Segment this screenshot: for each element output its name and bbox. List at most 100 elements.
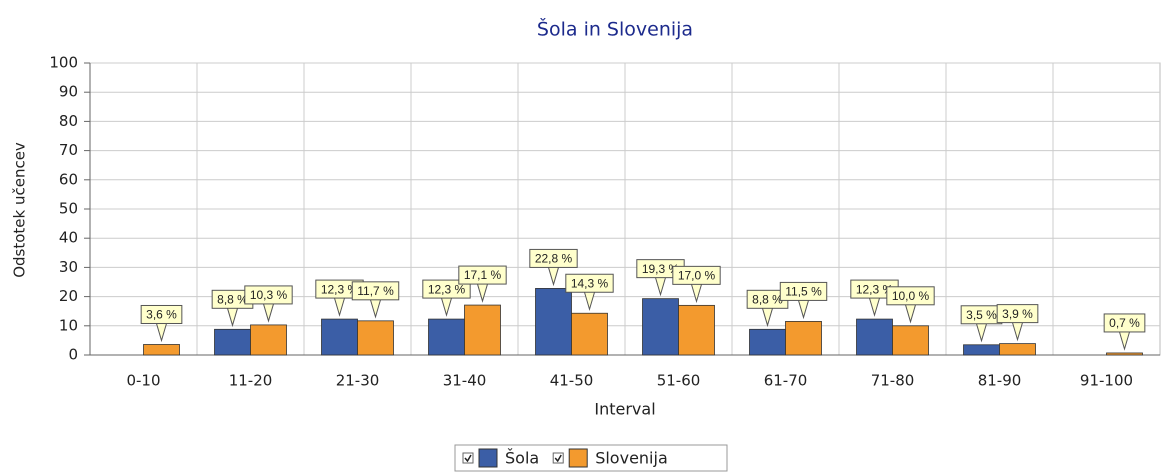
legend-label: Slovenija	[595, 449, 668, 468]
value-label: 22,8 %	[529, 248, 578, 287]
y-tick-label: 50	[59, 200, 78, 218]
label-text: 0,7 %	[1109, 316, 1140, 330]
label-pointer	[477, 283, 488, 303]
legend-swatch	[478, 448, 498, 468]
label-text: 3,5 %	[966, 308, 997, 322]
y-tick-label: 20	[59, 287, 78, 305]
label-pointer	[263, 303, 274, 323]
legend-check	[554, 454, 562, 463]
label-pointer	[1012, 322, 1023, 342]
y-tick-label: 40	[59, 229, 78, 247]
bar	[214, 328, 251, 356]
y-tick-label: 70	[59, 141, 78, 159]
bar	[963, 344, 1000, 356]
value-label: 10,3 %	[244, 285, 293, 323]
bar	[143, 344, 180, 356]
label-text: 14,3 %	[571, 276, 609, 290]
label-pointer	[334, 297, 345, 317]
label-box	[996, 304, 1039, 324]
bar	[749, 328, 786, 356]
bar	[785, 321, 822, 356]
bar	[571, 312, 608, 356]
label-text: 12,3 %	[856, 282, 894, 296]
label-text: 19,3 %	[642, 262, 680, 276]
y-axis-label: Odstotek učencev	[11, 142, 29, 278]
value-label: 11,5 %	[779, 281, 828, 320]
x-tick-label: 61-70	[764, 372, 808, 390]
x-tick-label: 91-100	[1080, 372, 1133, 390]
bar	[678, 304, 715, 356]
bar	[250, 324, 287, 356]
y-tick-label: 10	[59, 316, 78, 334]
label-text: 8,8 %	[752, 292, 783, 306]
label-pointer	[762, 308, 773, 328]
bar	[1106, 352, 1143, 356]
x-tick-label: 71-80	[871, 372, 915, 390]
label-text: 8,8 %	[217, 292, 248, 306]
value-label: 0,7 %	[1103, 313, 1146, 351]
legend-swatch	[568, 448, 588, 468]
label-text: 10,0 %	[892, 289, 930, 303]
label-pointer	[156, 323, 167, 343]
label-box	[244, 285, 293, 305]
label-text: 17,0 %	[678, 269, 716, 283]
value-label: 19,3 %	[636, 259, 685, 297]
value-label: 12,3 %	[315, 279, 364, 317]
value-label: 17,1 %	[458, 265, 507, 303]
bar	[856, 318, 893, 356]
label-box	[351, 281, 400, 301]
label-box	[529, 248, 578, 268]
x-tick-label: 41-50	[550, 372, 594, 390]
bar	[999, 343, 1036, 356]
label-box	[672, 265, 721, 285]
label-box	[140, 304, 183, 324]
y-tick-label: 90	[59, 83, 78, 101]
label-text: 3,6 %	[146, 308, 177, 322]
value-label: 3,5 %	[960, 305, 1003, 343]
y-tick-label: 100	[49, 54, 78, 72]
label-text: 12,3 %	[321, 282, 359, 296]
label-text: 17,1 %	[464, 268, 502, 282]
value-label: 3,6 %	[140, 304, 183, 343]
label-pointer	[548, 267, 559, 287]
label-text: 3,9 %	[1002, 307, 1033, 321]
label-box	[565, 273, 614, 293]
x-tick-label: 81-90	[978, 372, 1022, 390]
y-tick-label: 60	[59, 170, 78, 188]
label-pointer	[655, 277, 666, 297]
value-label: 3,9 %	[996, 304, 1039, 342]
bar	[892, 325, 929, 356]
y-tick-label: 30	[59, 258, 78, 276]
value-label: 12,3 %	[422, 279, 471, 317]
label-pointer	[691, 284, 702, 304]
label-pointer	[584, 292, 595, 312]
legend-label: Šola	[505, 449, 539, 468]
label-pointer	[905, 304, 916, 324]
value-label: 11,7 %	[351, 281, 400, 319]
value-label: 8,8 %	[211, 289, 254, 328]
bar	[535, 288, 572, 356]
label-pointer	[441, 297, 452, 317]
value-label: 8,8 %	[746, 289, 789, 328]
bar	[357, 320, 394, 356]
value-label: 17,0 %	[672, 265, 721, 304]
label-pointer	[370, 299, 381, 319]
bar	[428, 318, 465, 356]
y-tick-label: 80	[59, 112, 78, 130]
x-axis-label: Interval	[594, 400, 655, 419]
x-tick-label: 51-60	[657, 372, 701, 390]
label-pointer	[798, 300, 809, 320]
x-tick-label: 21-30	[336, 372, 380, 390]
label-pointer	[976, 323, 987, 343]
y-tick-label: 0	[68, 346, 78, 364]
label-box	[779, 281, 828, 301]
bar	[464, 304, 501, 356]
x-tick-label: 11-20	[229, 372, 273, 390]
label-pointer	[869, 297, 880, 317]
legend-frame	[454, 444, 728, 472]
legend-check	[464, 454, 472, 463]
label-text: 11,5 %	[785, 285, 822, 299]
label-box	[422, 279, 471, 299]
bar	[642, 298, 679, 356]
